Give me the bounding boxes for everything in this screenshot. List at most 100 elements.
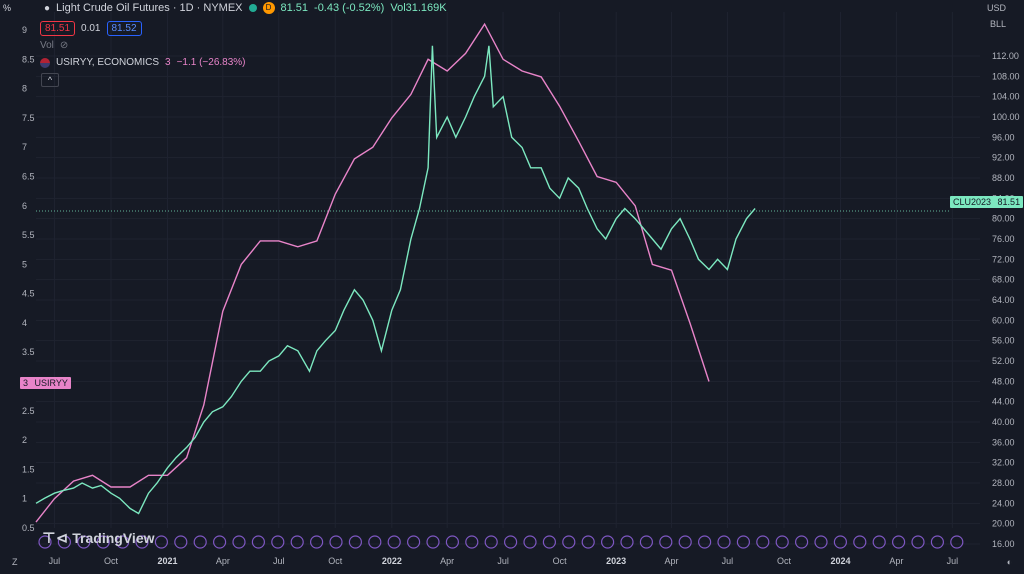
series-line-usiryy (35, 22, 710, 523)
event-marker-icon (562, 535, 576, 549)
right-tick-label: 32.00 (992, 458, 1015, 468)
x-tick-label: 2024 (830, 556, 850, 566)
events-row (38, 535, 964, 549)
right-tick-label: 20.00 (992, 519, 1015, 529)
event-marker-icon (193, 535, 207, 549)
x-tick-label: Oct (777, 556, 792, 566)
event-marker-icon (484, 535, 498, 549)
settings-icon[interactable]: ◐ (1006, 557, 1012, 567)
event-marker-icon (115, 535, 130, 549)
symbol-title[interactable]: Light Crude Oil Futures · 1D · NYMEX (56, 2, 243, 14)
x-tick-label: 2021 (158, 556, 178, 566)
left-tick-label: 7.5 (22, 113, 35, 123)
right-tick-label: 112.00 (992, 51, 1019, 61)
event-marker-icon (775, 535, 789, 549)
econ-tag-value: 3 (23, 378, 29, 388)
event-marker-icon (639, 535, 654, 549)
event-marker-icon (814, 535, 828, 549)
event-marker-icon (717, 535, 731, 549)
price-tag: CLU2023 81.51 (950, 196, 1024, 208)
right-tick-label: 72.00 (992, 254, 1015, 264)
watermark-text: TradingView (72, 530, 155, 546)
x-tick-label: Jul (722, 556, 734, 566)
right-tick-label: 48.00 (992, 376, 1015, 386)
left-axis: 0.5 1 1.5 2 2.5 3 3.5 4 4.5 5 5.5 6 6.5 7 7.5 8 8.5 9 (22, 25, 35, 533)
event-marker-icon (891, 535, 906, 549)
x-tick-label: 2023 (606, 556, 626, 566)
right-tick-label: 28.00 (992, 478, 1015, 488)
event-marker-icon (329, 535, 343, 549)
event-marker-icon (96, 535, 110, 549)
right-tick-label: 100.00 (992, 112, 1020, 122)
x-tick-label: Oct (553, 556, 568, 566)
right-tick-label: 64.00 (992, 295, 1015, 305)
x-tick-label: Apr (664, 556, 678, 566)
x-tick-label: Jul (49, 556, 61, 566)
currency-button[interactable]: USD (986, 3, 1006, 13)
price-change: -0.43 (-0.52%) (314, 2, 385, 14)
oil-drop-icon: ● (44, 2, 51, 14)
bid-button[interactable]: 81.51 (40, 21, 76, 36)
left-tick-label: 1 (22, 494, 27, 504)
econ-value: 3 (165, 57, 171, 68)
event-marker-icon (174, 535, 188, 549)
right-tick-label: 40.00 (992, 417, 1015, 427)
event-marker-icon (794, 535, 809, 549)
event-marker-icon (911, 535, 925, 549)
event-marker-icon (368, 535, 382, 549)
right-tick-label: 76.00 (992, 234, 1015, 244)
tradingview-logo-icon: ⊤⊲ (42, 530, 69, 547)
x-tick-label: Jul (497, 556, 509, 566)
vol-label: Vol (40, 40, 54, 51)
collapse-legend-button[interactable]: ^ (41, 73, 59, 87)
left-tick-label: 0.5 (22, 523, 35, 533)
event-marker-icon (57, 535, 72, 549)
percent-button[interactable]: % (3, 3, 12, 13)
left-tick-label: 7 (22, 142, 27, 152)
series-line-clu2023 (35, 45, 756, 515)
event-marker-icon (523, 535, 537, 549)
event-marker-icon (38, 535, 52, 549)
ask-button[interactable]: 81.52 (106, 21, 142, 36)
x-tick-label: Apr (889, 556, 903, 566)
tradingview-watermark[interactable]: ⊤⊲ TradingView (42, 529, 155, 547)
event-marker-icon (542, 535, 557, 549)
chevron-up-icon: ^ (47, 75, 53, 85)
event-marker-icon (697, 535, 712, 549)
left-tick-label: 5.5 (22, 230, 35, 240)
right-tick-label: 68.00 (992, 275, 1015, 285)
event-marker-icon (310, 535, 324, 549)
event-marker-icon (678, 535, 692, 549)
market-status-icon (248, 4, 257, 12)
event-marker-icon (504, 535, 518, 549)
event-marker-icon (77, 535, 91, 549)
econ-label[interactable]: USIRYY, ECONOMICS (56, 57, 159, 68)
volume-readout: Vol31.169K (390, 2, 447, 14)
x-tick-label: Jul (273, 556, 285, 566)
left-tick-label: 6 (22, 201, 27, 211)
x-tick-label: 2022 (382, 556, 402, 566)
unit-button[interactable]: BLL (989, 19, 1006, 29)
left-tick-label: 9 (22, 25, 27, 35)
price-tag-value: 81.51 (997, 197, 1021, 207)
event-marker-icon (387, 535, 401, 549)
event-marker-icon (251, 535, 265, 549)
right-tick-label: 92.00 (992, 153, 1015, 163)
event-marker-icon (581, 535, 595, 549)
event-marker-icon (620, 535, 634, 549)
event-marker-icon (833, 535, 848, 549)
event-marker-icon (950, 535, 964, 549)
zoom-icon[interactable]: Z (12, 557, 18, 567)
time-axis: Jul Oct 2021 Apr Jul Oct 2022 Apr Jul Oct 2023 Apr J… (49, 556, 958, 566)
right-tick-label: 80.00 (992, 214, 1015, 224)
right-tick-label: 36.00 (992, 437, 1015, 447)
left-tick-label: 4.5 (22, 289, 35, 299)
left-tick-label: 2.5 (22, 406, 35, 416)
event-marker-icon (426, 535, 440, 549)
right-axis: 16.00 20.00 24.00 28.00 32.00 36.00 40.00 44.00… (992, 51, 1020, 549)
spread: 0.01 (81, 23, 101, 34)
eye-slash-icon[interactable]: ⊘ (59, 40, 69, 51)
econ-legend: USIRYY, ECONOMICS 3 −1.1 (−26.83%) (40, 57, 246, 68)
left-tick-label: 8.5 (22, 54, 35, 64)
